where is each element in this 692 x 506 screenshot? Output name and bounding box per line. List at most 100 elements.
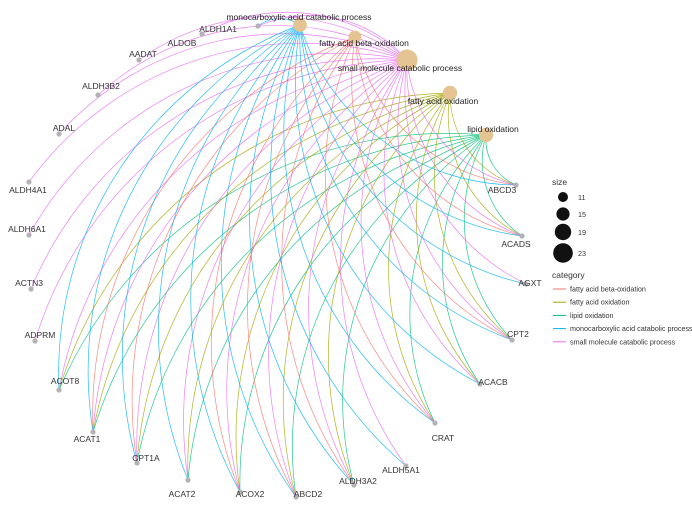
edge-cpt2-lo: [463, 134, 513, 341]
size-legend-swatch-23: [553, 243, 573, 263]
gene-node-aldh6a1[interactable]: [26, 232, 32, 238]
edge-acat1-mcacp: [87, 24, 301, 433]
edge-acads-mcacp: [299, 24, 523, 237]
gene-label-acads: ACADS: [501, 239, 531, 249]
gene-label-aldh4a1: ALDH4A1: [9, 185, 47, 195]
size-legend-label-19: 19: [578, 228, 586, 237]
edge-abcd3-fabo: [354, 36, 517, 186]
gene-node-acat1[interactable]: [90, 429, 96, 435]
gene-node-adal[interactable]: [56, 131, 62, 137]
category-node-fatty-acid-oxidation[interactable]: [442, 85, 458, 101]
gene-node-acot8[interactable]: [56, 387, 62, 393]
gene-label-acot8: ACOT8: [51, 376, 80, 386]
edge-acot8-lo: [58, 132, 487, 391]
edge-aldh3a2-smcp: [308, 59, 408, 486]
edge-aldh5a1-mcacp: [270, 24, 407, 467]
category-node-lipid-oxidation[interactable]: [478, 127, 494, 143]
category-legend-label-lo: lipid oxidation: [570, 311, 614, 320]
category-legend-label-fabo: fatty acid beta-oxidation: [570, 285, 646, 294]
gene-label-acat1: ACAT1: [74, 434, 101, 444]
gene-node-aldh3a2[interactable]: [351, 482, 357, 488]
gene-node-actn3[interactable]: [28, 286, 34, 292]
gene-label-aldh5a1: ALDH5A1: [382, 465, 420, 475]
gene-node-acox2[interactable]: [237, 489, 243, 495]
edge-cpt2-fao: [433, 92, 513, 341]
edge-abcd3-mcacp: [299, 24, 517, 186]
edge-acox2-smcp: [226, 59, 408, 493]
gene-node-aldh3b2[interactable]: [95, 92, 101, 98]
edge-adprm-smcp: [34, 59, 408, 342]
category-label-fatty-acid-beta-oxidation: fatty acid beta-oxidation: [319, 38, 409, 48]
size-legend-label-23: 23: [578, 249, 586, 258]
category-legend-label-smcp: small molecule catabolic process: [570, 337, 675, 346]
edge-crat-smcp: [360, 59, 436, 424]
edge-cpt1a-smcp: [136, 59, 408, 464]
edge-aldh3a2-mcacp: [249, 24, 355, 486]
gene-label-aldh3a2: ALDH3A2: [339, 476, 377, 486]
edge-aldh1a1-smcp: [257, 15, 408, 61]
category-label-monocarboxylic-acid-catabolic-process: monocarboxylic acid catabolic process: [226, 12, 371, 22]
gene-label-cpt2: CPT2: [507, 329, 529, 339]
edge-aldh3a2-fao: [328, 92, 451, 486]
gene-node-abcd2[interactable]: [293, 494, 299, 500]
category-legend: fatty acid beta-oxidation fatty acid oxid…: [553, 285, 692, 346]
edge-acacb-lo: [442, 134, 487, 385]
edge-abcd2-mcacp: [220, 24, 301, 498]
category-label-fatty-acid-oxidation: fatty acid oxidation: [408, 96, 479, 106]
edge-abcd3-lo: [485, 134, 517, 186]
size-legend-swatch-15: [556, 207, 570, 221]
gene-label-adal: ADAL: [53, 123, 75, 133]
gene-node-crat[interactable]: [432, 420, 438, 426]
edge-crat-mcacp: [283, 24, 436, 424]
size-legend-label-15: 15: [578, 210, 586, 219]
category-node-monocarboxylic-acid-catabolic-process[interactable]: [293, 18, 307, 32]
gene-label-aldob: ALDOB: [168, 38, 197, 48]
gene-label-abcd3: ABCD3: [488, 185, 517, 195]
gene-node-acacb[interactable]: [477, 381, 483, 387]
category-node-fatty-acid-beta-oxidation[interactable]: [348, 30, 362, 44]
gene-label-aldh3b2: ALDH3B2: [82, 81, 120, 91]
edge-acat1-fao: [92, 92, 451, 433]
edge-acacb-mcacp: [295, 24, 481, 385]
edge-abcd3-smcp: [406, 59, 517, 186]
gene-node-layer: [26, 23, 529, 500]
gene-node-abcd3[interactable]: [513, 182, 519, 188]
gene-node-acads[interactable]: [519, 233, 525, 239]
category-node-small-molecule-catabolic-process[interactable]: [396, 49, 418, 71]
edge-aldob-smcp: [201, 11, 408, 61]
edge-cpt1a-fabo: [131, 36, 356, 464]
gene-node-agxt[interactable]: [523, 281, 529, 287]
gene-node-cpt1a[interactable]: [134, 460, 140, 466]
gene-label-aldh6a1: ALDH6A1: [8, 224, 46, 234]
edge-cpt2-smcp: [397, 59, 513, 341]
edge-acat2-mcacp: [158, 24, 301, 481]
edge-abcd2-lo: [292, 134, 487, 498]
gene-node-acat2[interactable]: [185, 477, 191, 483]
category-legend-label-fao: fatty acid oxidation: [570, 298, 630, 307]
gene-node-aadat[interactable]: [136, 57, 142, 63]
edge-acads-lo: [481, 134, 523, 237]
edge-agxt-mcacp: [299, 24, 527, 285]
gene-node-aldh5a1[interactable]: [403, 463, 409, 469]
gene-node-aldh4a1[interactable]: [26, 179, 32, 185]
edge-crat-fao: [388, 92, 451, 424]
edge-aldh5a1-smcp: [340, 59, 408, 467]
edge-acat1-smcp: [92, 59, 408, 433]
edge-acat2-smcp: [183, 59, 408, 481]
edge-acox2-fabo: [211, 36, 356, 493]
gene-node-aldh1a1[interactable]: [255, 23, 261, 29]
edge-cpt1a-mcacp: [121, 24, 301, 464]
edge-acox2-mcacp: [190, 24, 301, 493]
edge-aldh3b2-smcp: [97, 25, 408, 96]
gene-node-aldob[interactable]: [199, 31, 205, 37]
gene-node-cpt2[interactable]: [509, 337, 515, 343]
edge-acot8-fao: [58, 92, 451, 391]
size-legend: 11 15 19 23: [553, 192, 586, 263]
edge-abcd2-fabo: [247, 36, 356, 498]
gene-node-adprm[interactable]: [32, 338, 38, 344]
gene-label-aldh1a1: ALDH1A1: [199, 24, 237, 34]
edge-aldh3a2-lo: [342, 134, 487, 486]
gene-label-agxt: AGXT: [518, 278, 541, 288]
